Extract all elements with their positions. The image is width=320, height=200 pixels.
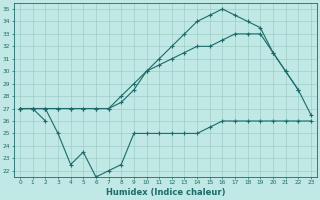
X-axis label: Humidex (Indice chaleur): Humidex (Indice chaleur) <box>106 188 225 197</box>
